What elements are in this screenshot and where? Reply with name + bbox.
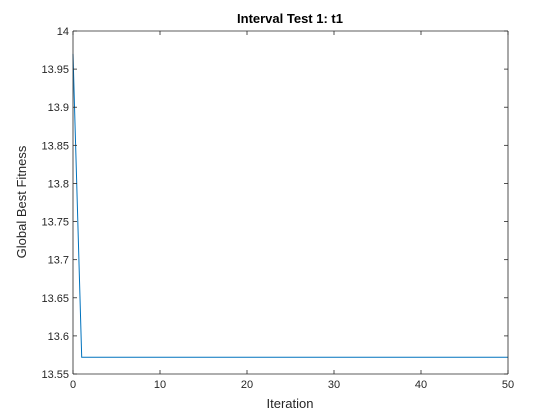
y-tick-label: 13.95 <box>41 64 69 76</box>
y-tick-label: 14 <box>57 26 69 38</box>
series-line-1 <box>72 53 508 358</box>
y-tick-label: 13.85 <box>41 140 69 152</box>
chart-title: Interval Test 1: t1 <box>237 11 343 26</box>
x-axis-label: Iteration <box>267 396 314 411</box>
plot-area <box>73 31 508 374</box>
x-tick-label: 30 <box>328 379 340 391</box>
y-tick-label: 13.6 <box>48 331 69 343</box>
series-layer <box>72 53 508 358</box>
x-tick-label: 50 <box>502 379 514 391</box>
x-tick-label: 40 <box>415 379 427 391</box>
y-tick-label: 13.55 <box>41 369 69 381</box>
x-tick-label: 20 <box>241 379 253 391</box>
y-ticks: 13.55 13.6 13.65 13.7 13.75 13.8 13.85 13.9 13.9… <box>41 26 508 381</box>
y-axis-label: Global Best Fitness <box>14 145 29 258</box>
y-tick-label: 13.7 <box>48 255 69 267</box>
y-tick-label: 13.8 <box>48 178 69 190</box>
y-tick-label: 13.9 <box>48 102 69 114</box>
x-tick-label: 10 <box>154 379 166 391</box>
axes <box>72 30 509 375</box>
y-tick-label: 13.75 <box>41 217 69 229</box>
x-tick-label: 0 <box>70 379 76 391</box>
y-tick-label: 13.65 <box>41 293 69 305</box>
x-ticks: 0 10 20 30 40 50 <box>70 31 514 391</box>
